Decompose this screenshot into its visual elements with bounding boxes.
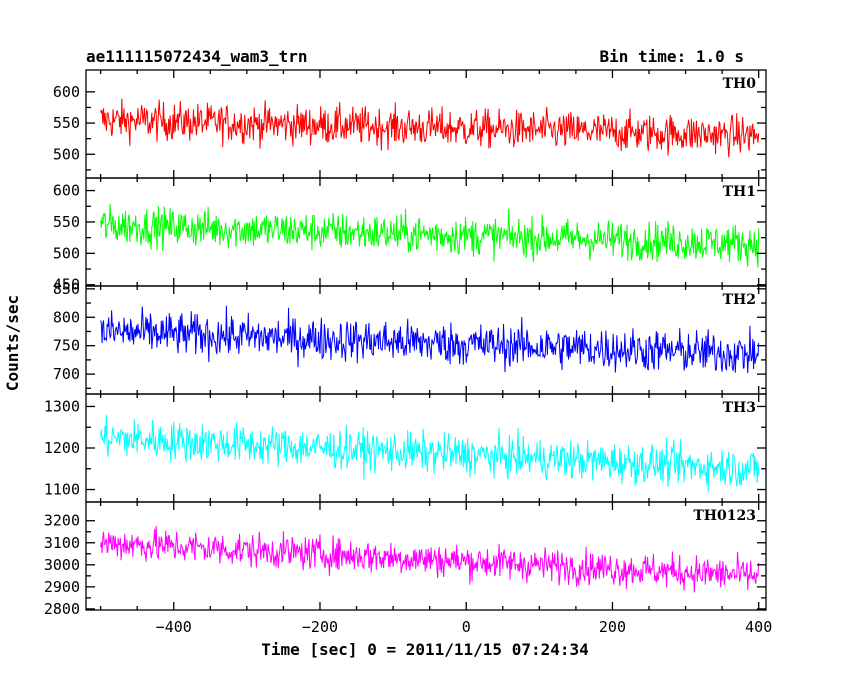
series-line-th1 xyxy=(100,203,760,268)
y-tick-label: 700 xyxy=(53,365,80,383)
x-tick-label: −400 xyxy=(156,618,192,636)
y-tick-label: 500 xyxy=(53,244,80,262)
panel-label-th0123: TH0123 xyxy=(693,508,756,524)
panel-label-th1: TH1 xyxy=(723,184,756,200)
x-tick-label: 400 xyxy=(745,618,772,636)
panels-group: 500 550 600 TH0 450 500 550 600 TH1 700 750 800 850 T… xyxy=(44,69,772,636)
y-tick-label: 1200 xyxy=(44,439,80,457)
y-tick-label: 1300 xyxy=(44,397,80,415)
series-line-th0 xyxy=(100,98,760,158)
x-tick-label: 0 xyxy=(462,618,471,636)
panel-label-th2: TH2 xyxy=(723,292,756,308)
series-line-th3 xyxy=(100,414,760,493)
y-tick-label: 600 xyxy=(53,182,80,200)
x-axis-label: Time [sec] 0 = 2011/11/15 07:24:34 xyxy=(261,640,589,659)
y-tick-label: 800 xyxy=(53,308,80,326)
y-tick-label: 3000 xyxy=(44,556,80,574)
x-tick-label: 200 xyxy=(599,618,626,636)
y-tick-label: 750 xyxy=(53,337,80,355)
x-tick-label: −200 xyxy=(302,618,338,636)
panel-label-th3: TH3 xyxy=(723,400,756,416)
y-tick-label: 600 xyxy=(53,83,80,101)
y-tick-label: 2900 xyxy=(44,578,80,596)
y-axis-label: Counts/sec xyxy=(3,295,22,391)
chart-title: ae111115072434_wam3_trn xyxy=(86,47,308,66)
y-tick-label: 2800 xyxy=(44,600,80,618)
series-line-th2 xyxy=(100,305,760,374)
series-line-th0123 xyxy=(100,525,760,593)
y-tick-label: 500 xyxy=(53,145,80,163)
y-tick-label: 450 xyxy=(53,276,80,294)
y-tick-label: 550 xyxy=(53,114,80,132)
y-tick-label: 3200 xyxy=(44,512,80,530)
y-tick-label: 3100 xyxy=(44,534,80,552)
panel-frame-th0123 xyxy=(85,501,767,611)
y-tick-label: 850 xyxy=(53,280,80,298)
y-tick-label: 550 xyxy=(53,213,80,231)
y-tick-label: 1100 xyxy=(44,481,80,499)
bin-time-label: Bin time: 1.0 s xyxy=(600,47,745,66)
panel-frame-th0 xyxy=(85,69,767,179)
panel-label-th0: TH0 xyxy=(723,76,757,92)
